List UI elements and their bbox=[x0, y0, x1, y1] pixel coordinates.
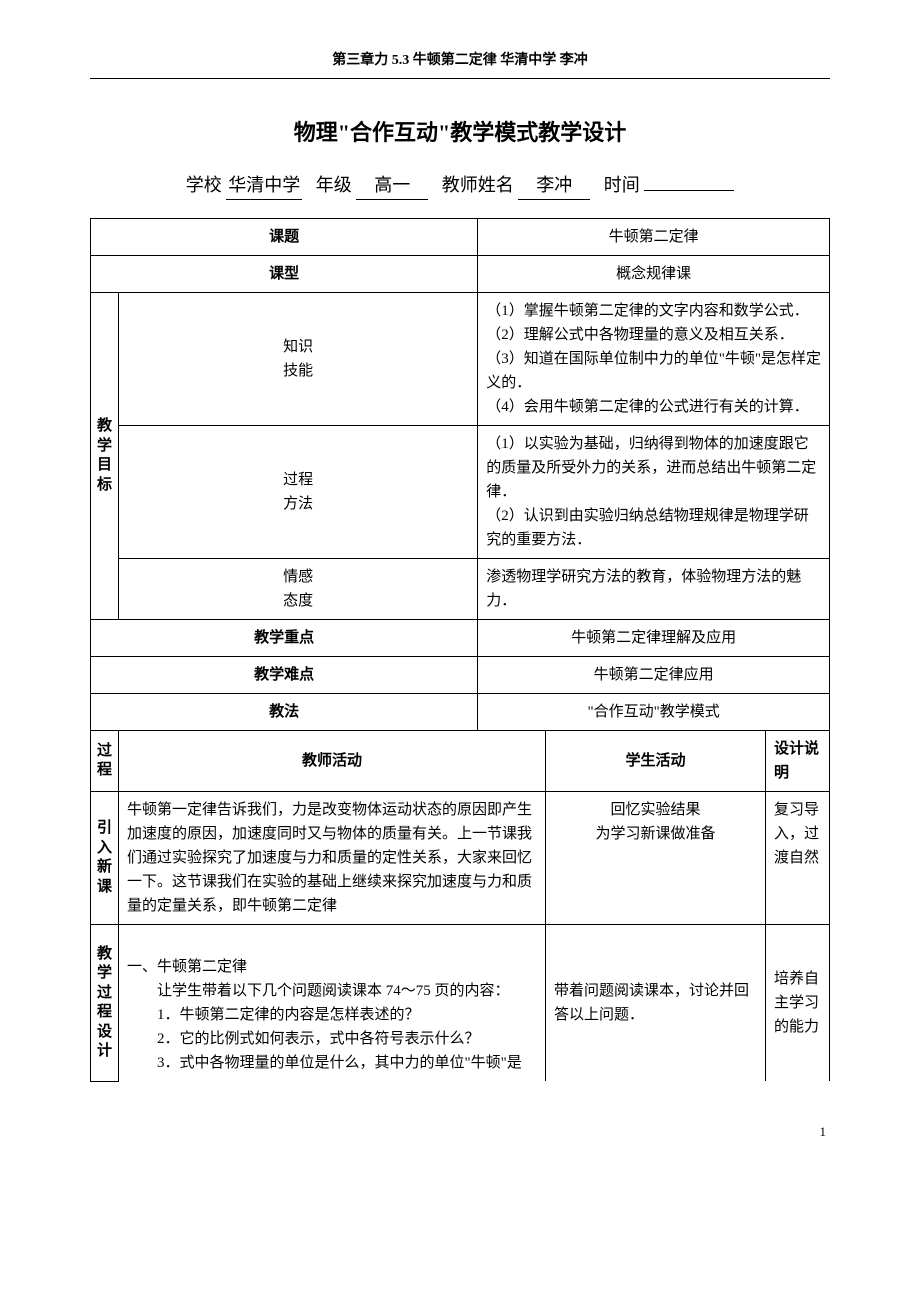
label-student-act: 学生活动 bbox=[546, 731, 766, 792]
label-stage-col: 过程 bbox=[91, 731, 119, 792]
label-teacher: 教师姓名 bbox=[442, 175, 514, 195]
pd-student: 带着问题阅读课本，讨论并回答以上问题． bbox=[546, 925, 766, 1082]
intro-teacher: 牛顿第一定律告诉我们，力是改变物体运动状态的原因即产生加速度的原因，加速度同时又… bbox=[119, 792, 546, 925]
pd-teacher-p1: 让学生带着以下几个问题阅读课本 74～75 页的内容： bbox=[127, 979, 537, 1003]
value-difficulty: 牛顿第二定律应用 bbox=[478, 657, 830, 694]
intro-student: 回忆实验结果 为学习新课做准备 bbox=[546, 792, 766, 925]
label-topic: 课题 bbox=[91, 219, 478, 256]
value-type: 概念规律课 bbox=[478, 256, 830, 293]
pd-teacher-heading: 一、牛顿第二定律 bbox=[127, 955, 537, 979]
row-knowledge: 教学目标 知识技能 （1）掌握牛顿第二定律的文字内容和数学公式． （2）理解公式… bbox=[91, 293, 830, 426]
page-number: 1 bbox=[90, 1122, 830, 1143]
label-difficulty: 教学难点 bbox=[91, 657, 478, 694]
label-keypoint: 教学重点 bbox=[91, 620, 478, 657]
row-intro: 引入新课 牛顿第一定律告诉我们，力是改变物体运动状态的原因即产生加速度的原因，加… bbox=[91, 792, 830, 925]
value-knowledge: （1）掌握牛顿第二定律的文字内容和数学公式． （2）理解公式中各物理量的意义及相… bbox=[478, 293, 830, 426]
value-grade: 高一 bbox=[356, 171, 428, 201]
row-process: 过程方法 （1）以实验为基础，归纳得到物体的加速度跟它的质量及所受外力的关系，进… bbox=[91, 426, 830, 559]
label-teacher-act: 教师活动 bbox=[119, 731, 546, 792]
label-grade: 年级 bbox=[316, 175, 352, 195]
label-knowledge: 知识技能 bbox=[119, 293, 478, 426]
row-type: 课型 概念规律课 bbox=[91, 256, 830, 293]
label-school: 学校 bbox=[186, 175, 222, 195]
value-process: （1）以实验为基础，归纳得到物体的加速度跟它的质量及所受外力的关系，进而总结出牛… bbox=[478, 426, 830, 559]
intro-student-l1: 回忆实验结果 bbox=[554, 798, 757, 822]
value-teacher: 李冲 bbox=[518, 171, 590, 201]
row-topic: 课题 牛顿第二定律 bbox=[91, 219, 830, 256]
value-attitude: 渗透物理学研究方法的教育，体验物理方法的魅力． bbox=[478, 559, 830, 620]
row-difficulty: 教学难点 牛顿第二定律应用 bbox=[91, 657, 830, 694]
intro-student-l2: 为学习新课做准备 bbox=[554, 822, 757, 846]
value-method: "合作互动"教学模式 bbox=[478, 694, 830, 731]
label-attitude: 情感态度 bbox=[119, 559, 478, 620]
label-intro: 引入新课 bbox=[91, 792, 119, 925]
value-time bbox=[644, 190, 734, 191]
row-process-design: 教学过程设计 一、牛顿第二定律 让学生带着以下几个问题阅读课本 74～75 页的… bbox=[91, 925, 830, 1082]
label-objectives: 教学目标 bbox=[91, 293, 119, 620]
form-line: 学校 华清中学 年级 高一 教师姓名 李冲 时间 bbox=[90, 171, 830, 201]
value-school: 华清中学 bbox=[226, 171, 302, 201]
label-time: 时间 bbox=[604, 175, 640, 195]
pd-teacher-q1: 1．牛顿第二定律的内容是怎样表述的？ bbox=[127, 1003, 537, 1027]
row-method: 教法 "合作互动"教学模式 bbox=[91, 694, 830, 731]
label-type: 课型 bbox=[91, 256, 478, 293]
label-design-note: 设计说明 bbox=[766, 731, 830, 792]
label-process-design: 教学过程设计 bbox=[91, 925, 119, 1082]
pd-teacher-q2: 2．它的比例式如何表示，式中各符号表示什么？ bbox=[127, 1027, 537, 1051]
pd-note: 培养自主学习的能力 bbox=[766, 925, 830, 1082]
row-attitude: 情感态度 渗透物理学研究方法的教育，体验物理方法的魅力． bbox=[91, 559, 830, 620]
value-topic: 牛顿第二定律 bbox=[478, 219, 830, 256]
intro-note: 复习导入，过渡自然 bbox=[766, 792, 830, 925]
pd-teacher: 一、牛顿第二定律 让学生带着以下几个问题阅读课本 74～75 页的内容： 1．牛… bbox=[119, 925, 546, 1082]
row-keypoint: 教学重点 牛顿第二定律理解及应用 bbox=[91, 620, 830, 657]
pd-teacher-q3: 3．式中各物理量的单位是什么，其中力的单位"牛顿"是 bbox=[127, 1051, 537, 1075]
lesson-plan-table: 课题 牛顿第二定律 课型 概念规律课 教学目标 知识技能 （1）掌握牛顿第二定律… bbox=[90, 218, 830, 1082]
page-header: 第三章力 5.3 牛顿第二定律 华清中学 李冲 bbox=[90, 50, 830, 79]
value-keypoint: 牛顿第二定律理解及应用 bbox=[478, 620, 830, 657]
doc-title: 物理"合作互动"教学模式教学设计 bbox=[90, 115, 830, 150]
label-process: 过程方法 bbox=[119, 426, 478, 559]
row-activity-header: 过程 教师活动 学生活动 设计说明 bbox=[91, 731, 830, 792]
label-method: 教法 bbox=[91, 694, 478, 731]
